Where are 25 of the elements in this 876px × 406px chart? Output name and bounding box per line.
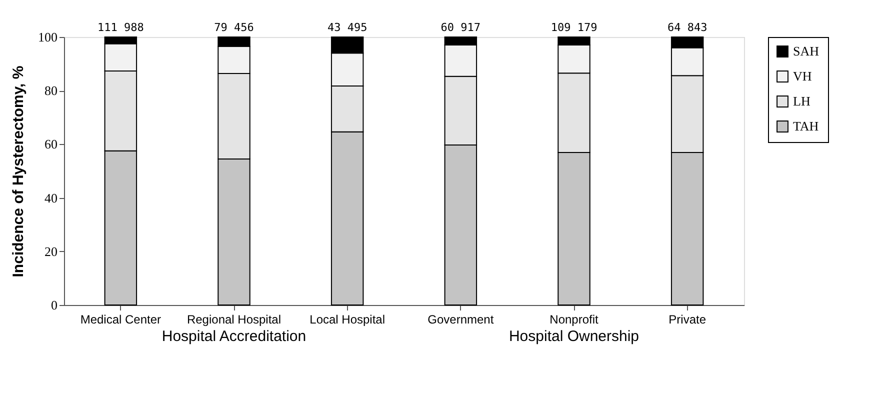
y-tick-label: 60 (44, 136, 58, 152)
text: Hospital Ownership (508, 328, 640, 345)
legend-label: TAH (793, 118, 819, 134)
x-tick-label: Government (428, 312, 494, 326)
y-tick-label: 100 (38, 30, 58, 44)
x-tick-label: Regional Hospital (186, 312, 282, 326)
x-tick-label: Medical Center (80, 312, 162, 326)
x-tick-label: Local Hospital (310, 312, 386, 326)
annotation: 43 495 (327, 21, 368, 34)
legend-label: VH (793, 68, 812, 84)
y-tick-label: 80 (44, 83, 58, 98)
x-tick-label: Nonprofit (550, 312, 600, 326)
text: Hospital Accreditation (162, 328, 306, 345)
y-tick-label: 20 (44, 244, 58, 259)
legend-label: LH (793, 94, 810, 108)
annotation: 111 988 (97, 21, 144, 34)
y-tick-label: 40 (44, 190, 58, 206)
y-tick-label: 0 (51, 298, 58, 312)
annotation: 60 917 (440, 21, 481, 34)
annotation: 64 843 (667, 21, 708, 34)
annotation: 79 456 (214, 21, 254, 34)
legend-label: SAH (793, 44, 820, 58)
x-tick-label: Private (668, 312, 706, 326)
annotation: 109 179 (550, 21, 598, 34)
y-axis-title: Incidence of Hysterectomy, % (10, 66, 27, 278)
